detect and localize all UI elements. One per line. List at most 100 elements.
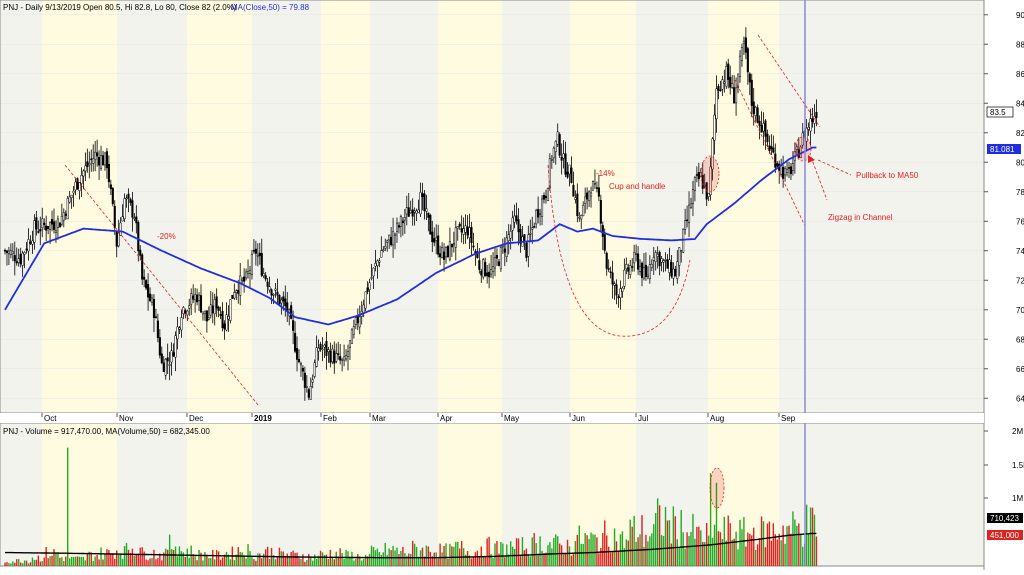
- candle-body: [717, 86, 720, 91]
- volume-bar: [35, 559, 38, 566]
- volume-bar: [790, 533, 792, 566]
- candle-body: [674, 268, 677, 277]
- price-ma-title: MA(Close,50) = 79.88: [231, 3, 310, 12]
- candle-body: [617, 296, 620, 299]
- candle-body: [45, 225, 48, 231]
- candle-body: [174, 335, 177, 358]
- candle-body: [725, 66, 728, 87]
- candle-body: [52, 221, 56, 230]
- volume-bar: [78, 556, 81, 566]
- candle-body: [190, 293, 193, 305]
- volume-bar: [210, 558, 212, 566]
- price-tick-label: 78: [1016, 188, 1024, 197]
- vol-ma-label: 710,423: [990, 514, 1019, 523]
- volume-bar: [643, 546, 645, 566]
- candle-body: [392, 231, 395, 246]
- volume-bar: [627, 540, 629, 566]
- volume-bar: [682, 532, 684, 566]
- volume-bar: [59, 557, 61, 566]
- candle-body: [152, 299, 156, 318]
- volume-bar: [792, 511, 794, 566]
- candle-body: [180, 317, 183, 331]
- candle-body: [154, 316, 157, 319]
- candle-body: [441, 247, 444, 258]
- candle-body: [13, 255, 16, 262]
- candle-body: [380, 250, 383, 258]
- date-axis[interactable]: Oct Nov Dec 2019 Feb Mar Apr May Jun Jul Aug Sep: [0, 413, 984, 423]
- volume-bar: [615, 541, 618, 566]
- candle-body: [82, 170, 85, 177]
- candle-body: [642, 267, 646, 279]
- candle-body: [480, 270, 483, 276]
- candle-body: [197, 294, 201, 301]
- volume-bar: [729, 523, 731, 566]
- candle-body: [129, 198, 132, 203]
- volume-bar: [782, 525, 784, 566]
- volume-axis[interactable]: 2M 1.5M 1M 710,423 451,000: [984, 427, 1024, 540]
- volume-bar: [196, 560, 198, 566]
- volume-bar: [635, 541, 637, 566]
- volume-bar: [37, 555, 40, 566]
- volume-bar: [802, 546, 804, 566]
- candle-body: [374, 263, 377, 267]
- candle-body: [111, 187, 114, 205]
- candle-body: [576, 193, 579, 216]
- volume-bar: [308, 553, 310, 566]
- date-tick-label: Mar: [372, 414, 386, 423]
- candle-body: [219, 314, 222, 316]
- candle-body: [513, 215, 516, 223]
- volume-bar: [241, 552, 243, 566]
- volume-bar: [272, 555, 275, 566]
- volume-bar: [745, 546, 747, 566]
- candle-body: [503, 248, 506, 253]
- candle-body: [784, 168, 787, 176]
- candle-body: [574, 197, 577, 200]
- volume-bar: [668, 520, 671, 566]
- candle-body: [99, 155, 103, 169]
- candle-body: [160, 353, 163, 364]
- candle-body: [523, 234, 526, 241]
- candle-body: [382, 249, 385, 252]
- volume-bar: [741, 529, 743, 566]
- candle-body: [260, 253, 263, 276]
- volume-bar: [686, 532, 688, 566]
- volume-title: PNJ - Volume = 917,470.00, MA(Volume,50)…: [3, 427, 210, 436]
- candle-body: [742, 40, 745, 44]
- candle-body: [307, 389, 310, 398]
- candle-body: [354, 317, 357, 325]
- pullback-highlight: [794, 136, 812, 162]
- volume-bar: [51, 555, 53, 566]
- ma50-line: [4, 146, 817, 326]
- candle-body: [325, 341, 328, 356]
- volume-bar: [774, 534, 776, 566]
- candle-body: [133, 217, 136, 220]
- volume-bar: [488, 536, 490, 566]
- candle-body: [5, 250, 9, 253]
- volume-bar: [776, 539, 778, 566]
- volume-bar: [247, 544, 249, 566]
- annotation-pullback: Pullback to MA50: [856, 171, 919, 180]
- candle-body: [629, 265, 632, 275]
- candle-body: [691, 189, 695, 204]
- candle-body: [719, 89, 722, 92]
- candle-body: [341, 358, 344, 361]
- candle-body: [188, 305, 191, 309]
- candle-body: [164, 359, 167, 376]
- candle-body: [262, 273, 265, 277]
- candle-body: [776, 163, 779, 167]
- candle-body: [268, 286, 271, 291]
- volume-bar: [798, 523, 800, 566]
- candle-body: [715, 88, 718, 120]
- candle-body: [668, 259, 671, 273]
- price-axis[interactable]: 64 66 68 70 72 74 76 78 80 82 84 86 88 90 83.5 81.081: [983, 0, 1024, 570]
- volume-tick-label: 1M: [1012, 494, 1023, 503]
- candle-body: [176, 326, 179, 340]
- candle-body: [344, 355, 348, 360]
- volume-bar: [337, 556, 339, 566]
- volume-bar: [515, 538, 518, 566]
- volume-bar: [186, 548, 188, 566]
- candle-body: [196, 294, 199, 303]
- candle-body: [476, 251, 479, 258]
